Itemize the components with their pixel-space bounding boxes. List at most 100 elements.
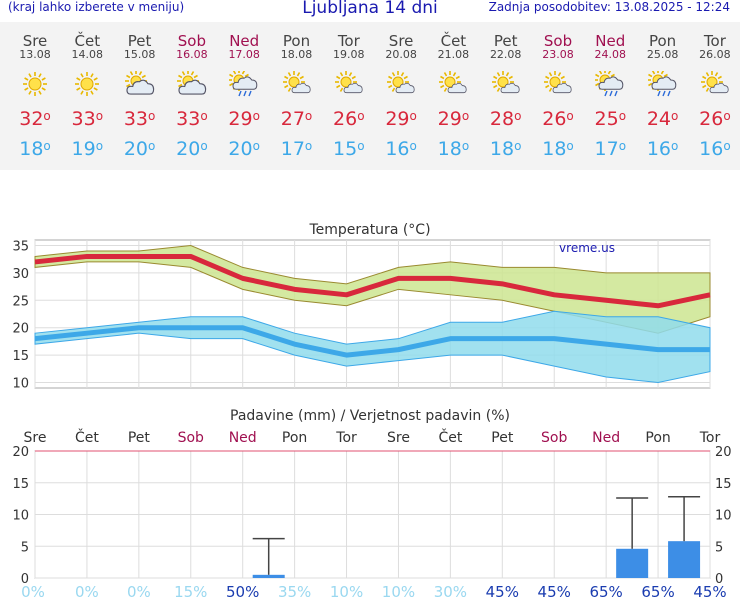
forecast-day: Sre 13.08 32o 18o [9,34,61,160]
day-date: 23.08 [542,48,574,61]
max-temp: 27o [280,108,313,130]
max-temp: 25o [594,108,627,130]
sun-cloud-rain-icon [229,71,258,97]
max-temp: 33o [123,108,156,130]
forecast-day: Tor 19.08 26o 15o [323,32,375,160]
probability-label: 0% [127,583,151,600]
day-name: Ned [595,32,626,50]
day-date: 21.08 [437,48,470,61]
min-temp-line [34,325,710,358]
temperature-chart: Temperatura (°C) 10 15 20 25 30 35 vreme.us [12,222,711,392]
page-title: Ljubljana 14 dni [302,0,438,18]
y-tick-label: 10 [12,509,29,524]
day-date: 14.08 [71,48,104,61]
day-date: 18.08 [280,48,313,61]
probability-label: 50% [226,583,259,600]
day-date: 19.08 [333,48,365,61]
sun-small-cloud-icon [439,71,467,94]
x-tick-label: Pet [491,430,514,446]
sun-small-cloud-icon [700,71,729,94]
probability-label: 45% [538,583,571,600]
max-temp: 33o [71,108,104,130]
min-temp: 15o [333,138,365,160]
min-temp: 20o [228,138,260,160]
max-temp: 26o [699,108,731,130]
probability-label: 45% [693,583,726,600]
day-name: Pon [648,32,677,50]
x-tick-label: Sre [387,430,410,446]
day-name: Sre [388,32,414,50]
min-temp: 18o [542,138,574,160]
y-tick-label: 20 [12,322,29,337]
day-name: Sob [543,32,573,50]
day-date: 25.08 [646,48,679,61]
x-tick-label: Sre [24,430,47,446]
min-temp: 19o [71,138,104,160]
x-tick-label: Pon [282,430,307,446]
max-temp: 29o [228,108,260,130]
max-temp: 29o [437,108,470,130]
day-date: 22.08 [489,48,522,61]
day-date: 13.08 [19,48,51,61]
day-name: Čet [440,32,467,50]
day-name: Tor [703,32,726,50]
x-tick-label: Pon [645,430,670,446]
day-name: Sob [177,32,206,50]
sun-small-cloud-icon [282,71,311,94]
precip-bar [668,541,701,578]
day-date: 15.08 [123,48,156,61]
y-tick-label: 35 [12,239,29,254]
x-tick-label: Tor [335,430,357,446]
sun-small-cloud-icon [387,71,415,94]
min-temp: 20o [123,138,156,160]
min-temp: 16o [385,138,417,160]
forecast-day: Sob 16.08 33o 20o [166,32,218,160]
min-temp: 20o [176,138,208,160]
sun-icon [75,72,100,96]
day-date: 20.08 [385,48,417,61]
x-tick-label: Pet [128,430,151,446]
y-tick-label: 5 [21,540,29,555]
chart-title: Temperatura (°C) [308,222,430,238]
max-temp: 29o [385,108,417,130]
y-tick-label: 0 [21,572,29,587]
forecast-day: Pon 25.08 24o 16o [637,32,689,160]
day-name: Pet [493,32,518,50]
day-date: 24.08 [594,48,627,61]
forecast-day: Ned 24.08 25o 17o [584,32,636,160]
max-temp: 26o [542,108,574,130]
probability-label: 35% [278,583,311,600]
day-name: Tor [337,32,360,50]
last-update: Zadnja posodobitev: 13.08.2025 - 12:24 [488,0,730,14]
menu-hint: (kraj lahko izberete v meniju) [8,0,185,14]
y-tick-label-right: 5 [715,540,723,555]
max-temp: 33o [176,108,208,130]
forecast-day: Pet 15.08 33o 20o [114,34,166,160]
probability-label: 10% [382,583,415,600]
min-temp: 16o [646,138,679,160]
precipitation-chart: Padavine (mm) / Verjetnost padavin (%) Sr… [12,408,732,600]
min-temp: 17o [594,138,627,160]
min-temp: 16o [699,138,731,160]
max-temp: 24o [646,108,679,130]
precip-bar [252,574,285,578]
min-temp: 18o [437,138,470,160]
y-tick-label: 15 [12,477,29,492]
forecast-day: Čet 21.08 29o 18o [427,32,479,160]
sun-small-cloud-icon [491,71,520,94]
sun-small-cloud-icon [334,71,363,94]
y-tick-label: 25 [12,294,29,309]
max-temp-line [34,253,711,309]
forecast-day: Sre 20.08 29o 16o [375,32,427,160]
sun-small-cloud-icon [544,71,572,94]
y-tick-label-right: 20 [715,445,732,460]
forecast-day: Pon 18.08 27o 17o [271,34,323,160]
day-date: 17.08 [228,48,260,61]
chart-title: Padavine (mm) / Verjetnost padavin (%) [230,408,510,424]
probability-label: 65% [589,583,622,600]
probability-label: 30% [434,583,467,600]
forecast-day: Čet 14.08 33o 19o [61,34,113,160]
x-tick-label: Tor [699,430,721,446]
probability-label: 65% [641,583,674,600]
y-tick-label-right: 15 [715,477,732,492]
